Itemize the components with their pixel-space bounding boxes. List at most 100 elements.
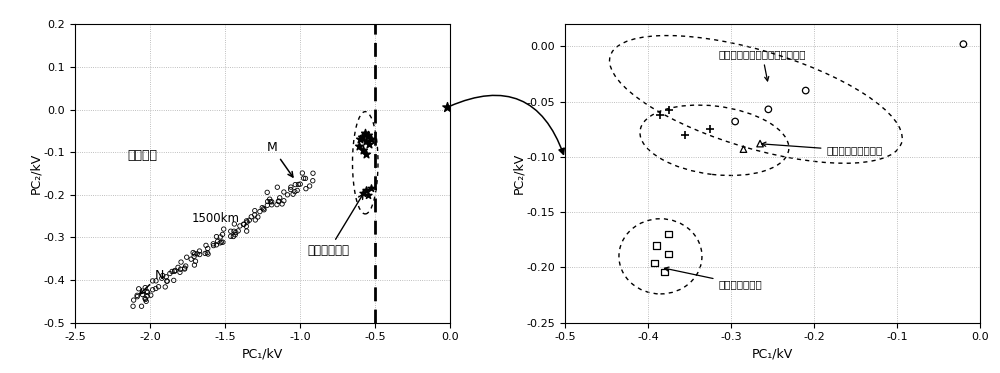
Point xyxy=(208,233,224,239)
Point xyxy=(247,212,263,218)
Point xyxy=(131,286,147,292)
Point xyxy=(188,258,204,264)
Point xyxy=(213,239,229,245)
Point xyxy=(185,250,201,256)
Point xyxy=(145,287,161,293)
Point xyxy=(137,295,153,301)
Point xyxy=(239,219,255,225)
Point xyxy=(173,259,189,265)
Point xyxy=(276,198,292,204)
Point xyxy=(247,217,263,223)
X-axis label: PC₁/kV: PC₁/kV xyxy=(752,348,793,361)
Point xyxy=(274,201,290,207)
Point xyxy=(283,184,299,190)
Point xyxy=(292,181,308,187)
Point xyxy=(296,175,312,181)
Point xyxy=(166,278,182,283)
Text: 线路外部故障: 线路外部故障 xyxy=(308,194,363,257)
Point xyxy=(134,292,150,298)
Point xyxy=(191,248,207,254)
Point xyxy=(225,233,241,239)
Text: N: N xyxy=(140,269,164,294)
Point xyxy=(157,284,173,290)
Point xyxy=(256,207,272,213)
Point xyxy=(210,238,226,244)
Point xyxy=(172,266,188,272)
Point xyxy=(186,262,202,268)
Y-axis label: PC₂/kV: PC₂/kV xyxy=(29,153,42,194)
X-axis label: PC₁/kV: PC₁/kV xyxy=(242,348,283,361)
Point xyxy=(167,268,183,274)
Point xyxy=(358,151,374,157)
Point xyxy=(289,187,305,193)
Point xyxy=(264,199,280,205)
Text: 逆变侧交流系统故障: 逆变侧交流系统故障 xyxy=(762,142,883,156)
Point xyxy=(305,170,321,176)
Point xyxy=(186,254,202,260)
Point xyxy=(139,289,155,295)
Point xyxy=(298,186,314,192)
Point xyxy=(356,130,372,136)
Point xyxy=(187,251,203,257)
Point xyxy=(252,209,268,214)
Y-axis label: PC₂/kV: PC₂/kV xyxy=(512,153,525,194)
Point xyxy=(164,269,180,275)
Point xyxy=(206,242,222,248)
Point xyxy=(264,202,280,208)
Point xyxy=(126,297,142,303)
Point xyxy=(227,232,243,238)
Point xyxy=(139,293,155,299)
Point xyxy=(200,245,216,251)
Point xyxy=(223,228,239,234)
Point xyxy=(361,141,377,147)
Point xyxy=(236,221,252,227)
Point xyxy=(134,303,150,309)
Point xyxy=(212,240,228,246)
Point xyxy=(360,192,376,198)
Point xyxy=(661,107,677,113)
Point xyxy=(290,181,306,187)
Point xyxy=(151,284,167,290)
Point xyxy=(285,191,301,197)
Point xyxy=(208,242,224,248)
Point xyxy=(148,285,164,291)
Point xyxy=(148,278,164,284)
Point xyxy=(262,199,278,205)
Point xyxy=(657,269,673,275)
Point xyxy=(145,278,161,284)
Point xyxy=(137,297,153,303)
Point xyxy=(250,214,266,220)
Point xyxy=(158,274,174,280)
Point xyxy=(276,189,292,195)
Point xyxy=(226,228,242,234)
Point xyxy=(297,175,313,181)
Point xyxy=(199,250,215,256)
Point xyxy=(138,298,154,304)
Text: 线路故障: 线路故障 xyxy=(128,148,158,162)
Point xyxy=(287,182,303,188)
Point xyxy=(358,188,374,194)
Point xyxy=(247,208,263,214)
Point xyxy=(178,263,194,269)
Point xyxy=(955,41,971,47)
Point xyxy=(226,221,242,227)
Point xyxy=(727,119,743,125)
Point xyxy=(241,217,257,223)
Point xyxy=(272,195,288,201)
Point xyxy=(735,146,751,152)
Point xyxy=(352,137,368,142)
Point xyxy=(239,228,255,234)
Point xyxy=(362,137,378,142)
Text: 逆变侧出口故障: 逆变侧出口故障 xyxy=(665,267,762,289)
Point xyxy=(197,250,213,256)
Point xyxy=(179,254,195,260)
Point xyxy=(129,294,145,300)
Point xyxy=(648,242,664,248)
Point xyxy=(260,198,276,204)
Point xyxy=(358,138,374,144)
Point xyxy=(215,239,231,245)
Point xyxy=(170,264,186,270)
Point xyxy=(302,183,318,189)
Point xyxy=(355,189,371,195)
Point xyxy=(155,273,171,279)
